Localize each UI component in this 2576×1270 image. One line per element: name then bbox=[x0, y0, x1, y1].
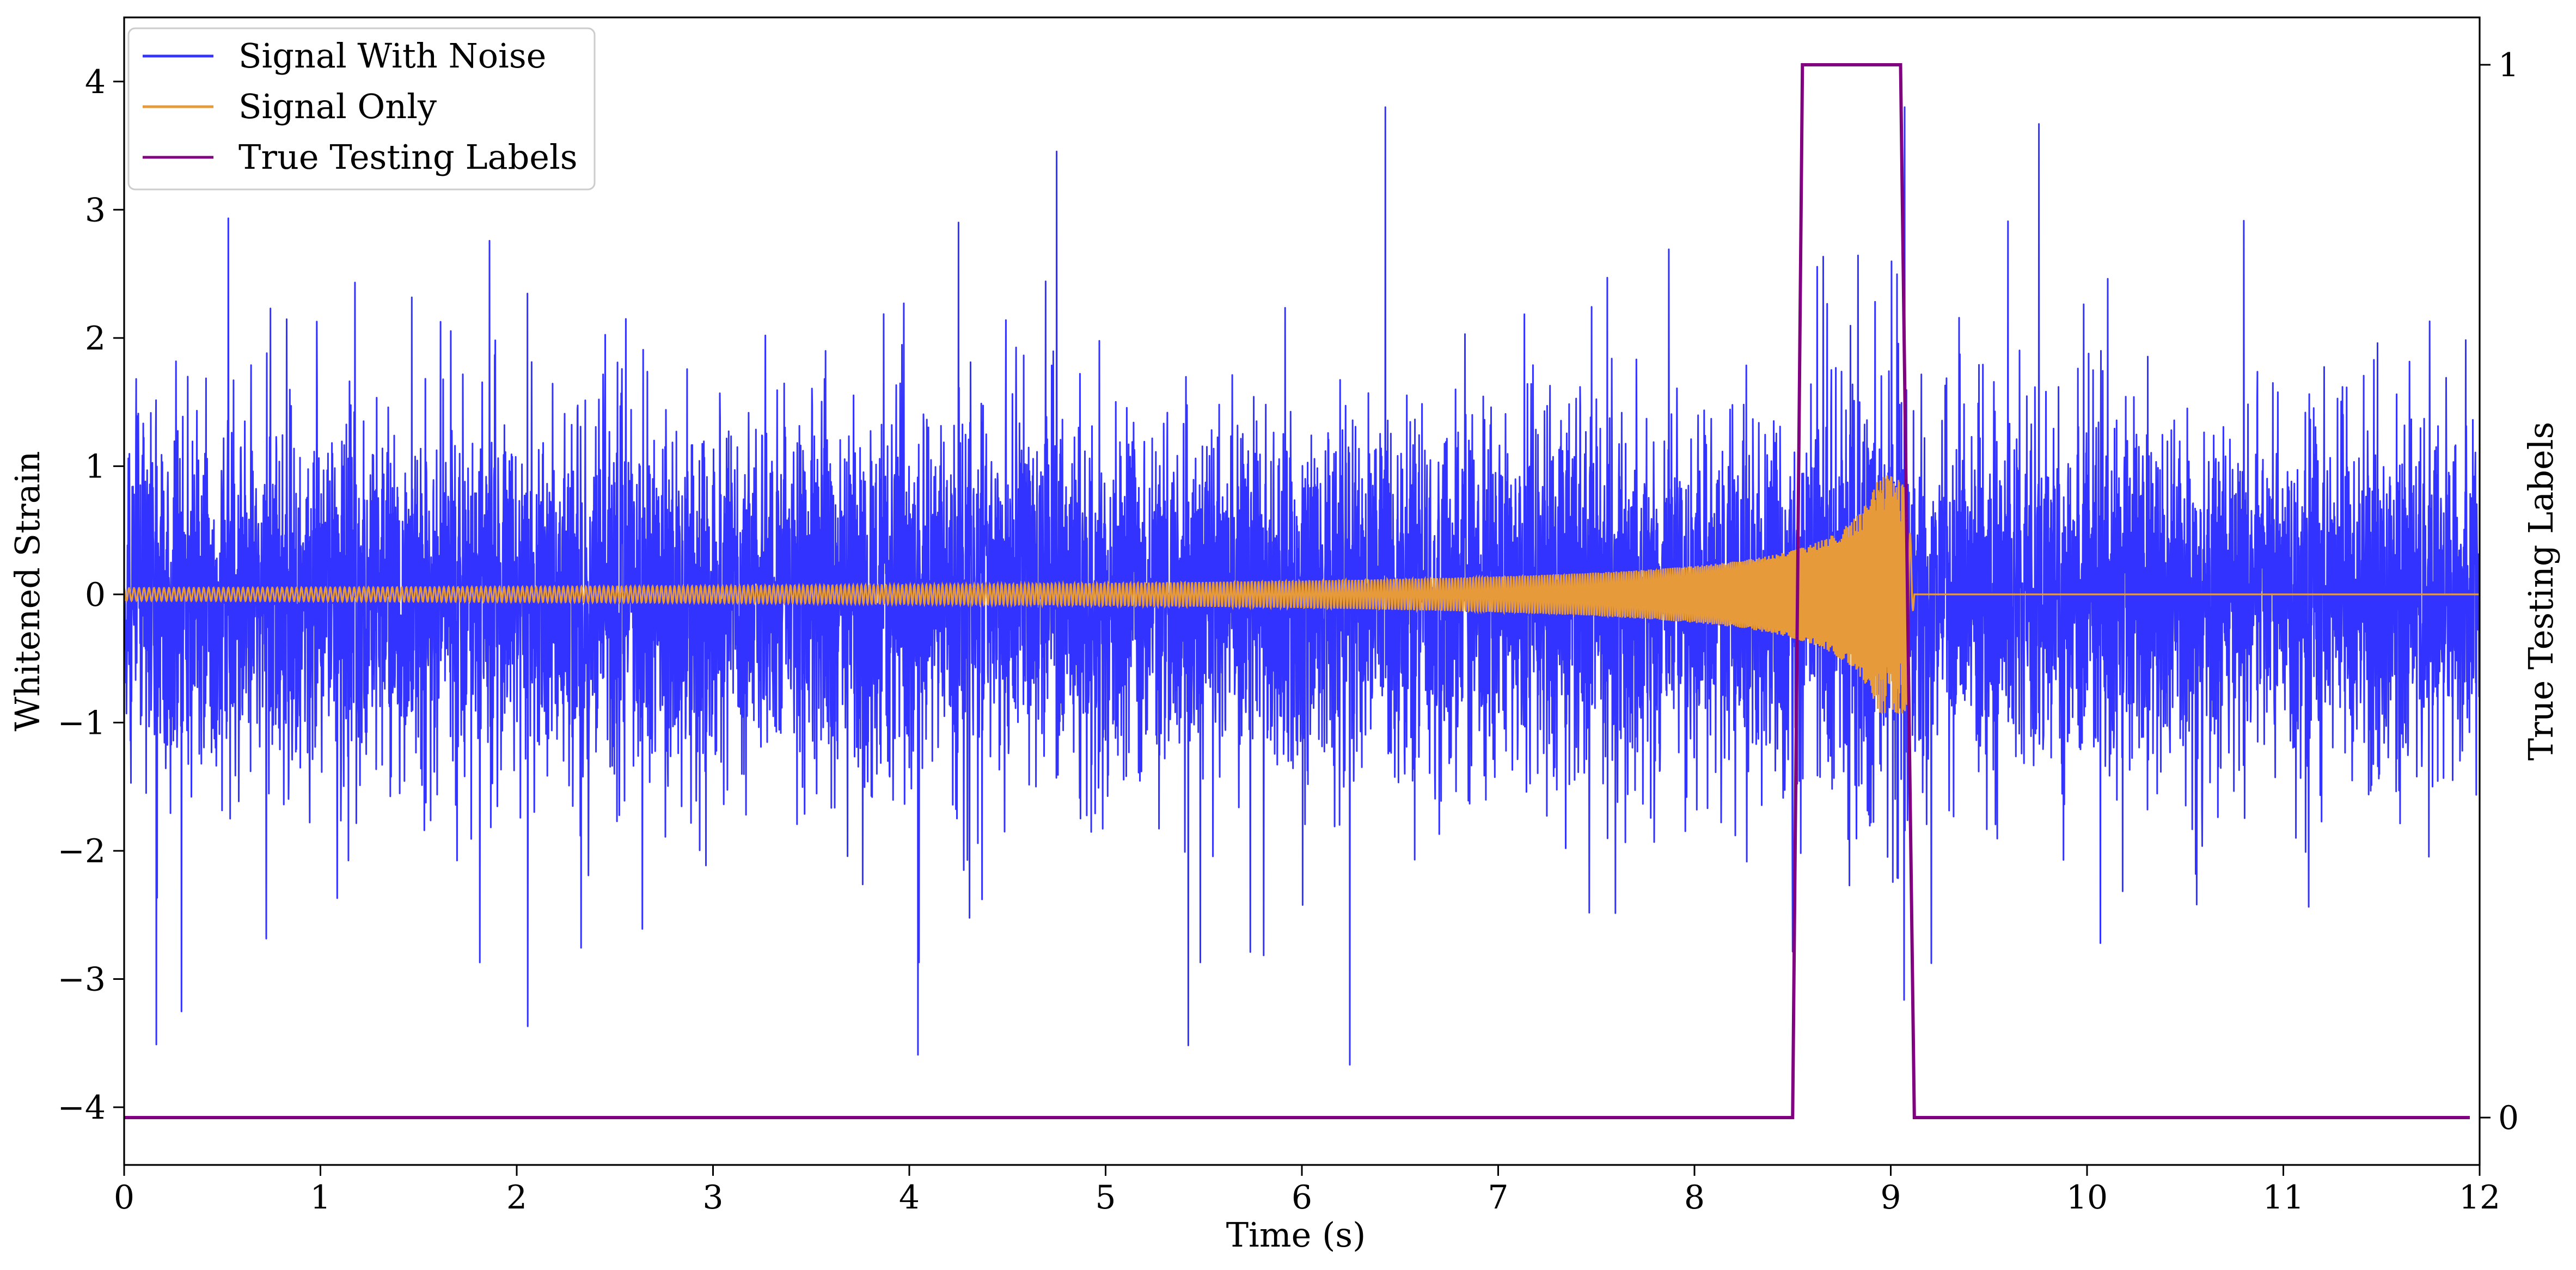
y-tick-label: 1 bbox=[85, 447, 106, 486]
series-true-testing-labels-line bbox=[124, 63, 2470, 1119]
x-tick-label: 4 bbox=[899, 1179, 920, 1217]
series-signal-with-noise-line bbox=[124, 106, 2480, 1066]
y-tick-label: −2 bbox=[58, 832, 106, 870]
legend-box bbox=[127, 27, 596, 191]
x-tick-label: 1 bbox=[310, 1179, 331, 1217]
x-tick-label: 9 bbox=[1880, 1179, 1901, 1217]
right-y-tick-label: 0 bbox=[2498, 1099, 2519, 1137]
y-tick-label: 3 bbox=[85, 191, 106, 229]
x-tick-label: 10 bbox=[2066, 1179, 2108, 1217]
right-y-tick-label: 1 bbox=[2498, 46, 2519, 84]
x-tick-label: 5 bbox=[1095, 1179, 1116, 1217]
legend-label-true-testing-labels: True Testing Labels bbox=[238, 137, 578, 177]
x-tick-label: 0 bbox=[114, 1179, 134, 1217]
y-tick-label: 0 bbox=[85, 576, 106, 614]
x-tick-label: 12 bbox=[2459, 1179, 2500, 1217]
y-tick-label: −3 bbox=[58, 960, 106, 998]
legend: Signal With Noise Signal Only True Testi… bbox=[127, 27, 596, 191]
x-axis-label: Time (s) bbox=[1226, 1215, 1366, 1255]
x-axis-ticks: 0 1 2 3 4 5 6 7 8 9 10 11 12 bbox=[114, 1165, 2500, 1217]
y-tick-label: −1 bbox=[58, 704, 106, 742]
x-tick-label: 6 bbox=[1292, 1179, 1312, 1217]
x-tick-label: 7 bbox=[1488, 1179, 1508, 1217]
y-axis-label: Whitened Strain bbox=[8, 451, 47, 732]
x-tick-label: 2 bbox=[506, 1179, 527, 1217]
y-axis-ticks: −4 −3 −2 −1 0 1 2 3 4 bbox=[58, 63, 124, 1127]
y-tick-label: −4 bbox=[58, 1089, 106, 1127]
x-tick-label: 3 bbox=[702, 1179, 723, 1217]
y-tick-label: 2 bbox=[85, 320, 106, 358]
legend-label-signal-only: Signal Only bbox=[238, 87, 437, 126]
right-y-axis-ticks: 01 bbox=[2480, 46, 2519, 1137]
right-y-axis-label: True Testing Labels bbox=[2521, 422, 2561, 761]
x-tick-label: 11 bbox=[2262, 1179, 2304, 1217]
series-signal-only-line bbox=[124, 475, 2480, 714]
y-tick-label: 4 bbox=[85, 63, 106, 101]
legend-label-signal-with-noise: Signal With Noise bbox=[238, 36, 546, 76]
x-tick-label: 8 bbox=[1684, 1179, 1705, 1217]
